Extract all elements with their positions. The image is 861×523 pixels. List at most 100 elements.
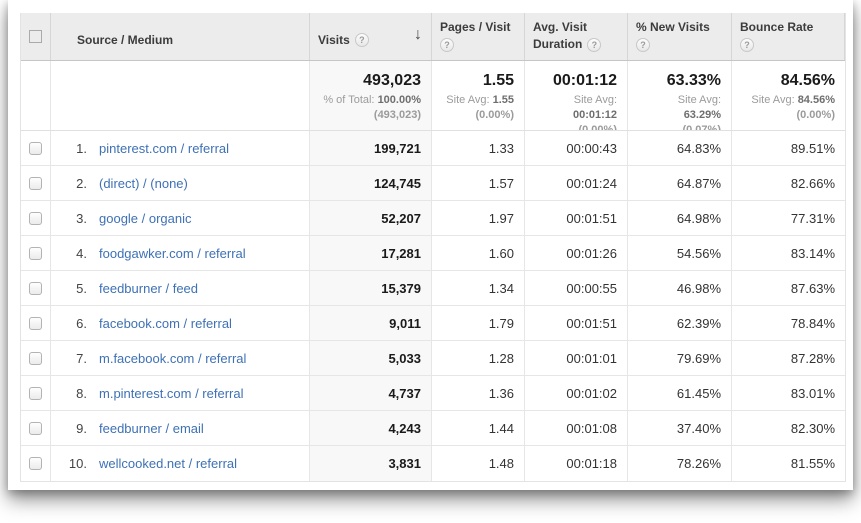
row-checkbox[interactable]: [29, 246, 42, 260]
summary-new-visits-paren: (0.07%): [682, 124, 721, 130]
row-checkbox[interactable]: [29, 211, 42, 225]
summary-bounce-sub-value: 84.56%: [797, 94, 835, 106]
source-medium-link[interactable]: feedburner / feed: [99, 280, 199, 296]
source-cell: 6. facebook.com / referral: [51, 306, 310, 340]
table-row: 1. pinterest.com / referral 199,721 1.33…: [21, 131, 845, 166]
summary-new-visits-value: 63.33%: [666, 72, 721, 89]
bounce-rate-header-label: Bounce Rate: [740, 20, 814, 34]
source-medium-link[interactable]: facebook.com / referral: [99, 315, 232, 331]
pages-visit-cell: 1.44: [432, 411, 525, 445]
help-icon[interactable]: ?: [440, 37, 454, 52]
column-header-bounce-rate[interactable]: Bounce Rate ?: [732, 13, 845, 60]
column-header-visits[interactable]: Visits ? ↓: [310, 13, 432, 60]
source-cell: 10. wellcooked.net / referral: [51, 446, 310, 481]
source-cell: 7. m.facebook.com / referral: [51, 341, 310, 375]
new-visits-header-label: % New Visits: [636, 20, 710, 34]
bounce-rate-cell: 83.14%: [790, 245, 835, 261]
row-checkbox-cell: [21, 131, 51, 165]
new-visits-cell: 79.69%: [628, 341, 732, 375]
source-medium-link[interactable]: m.facebook.com / referral: [99, 350, 247, 366]
row-checkbox[interactable]: [29, 457, 42, 470]
avg-visit-duration-cell: 00:01:51: [525, 201, 628, 235]
source-medium-link[interactable]: m.pinterest.com / referral: [99, 385, 244, 401]
column-header-pages-visit[interactable]: Pages / Visit ?: [432, 13, 525, 60]
row-checkbox[interactable]: [29, 421, 42, 435]
row-checkbox-cell: [21, 201, 51, 235]
row-checkbox-cell: [21, 341, 51, 375]
bounce-rate-cell: 82.66%: [790, 175, 835, 191]
summary-pages-sub-value: 1.55: [492, 94, 514, 106]
visits-cell: 124,745: [310, 166, 432, 200]
column-header-new-visits[interactable]: % New Visits ?: [628, 13, 732, 60]
pages-visit-cell: 1.34: [432, 271, 525, 305]
row-checkbox[interactable]: [29, 351, 42, 365]
bounce-rate-cell: 83.01%: [790, 385, 835, 401]
source-medium-link[interactable]: wellcooked.net / referral: [99, 456, 238, 471]
row-checkbox[interactable]: [29, 281, 42, 295]
pages-visit-cell: 1.48: [432, 446, 525, 481]
summary-bounce-paren: (0.00%): [796, 109, 835, 121]
row-number: 7.: [76, 350, 87, 366]
source-cell: 4. foodgawker.com / referral: [51, 236, 310, 270]
pages-visit-header-label: Pages / Visit: [440, 20, 511, 34]
avg-visit-duration-cell: 00:01:08: [525, 411, 628, 445]
table-body: 1. pinterest.com / referral 199,721 1.33…: [21, 131, 845, 481]
help-icon[interactable]: ?: [354, 33, 369, 47]
pages-visit-cell: 1.97: [432, 201, 525, 235]
row-number: 8.: [76, 385, 87, 401]
avg-visit-duration-header-line2: Duration: [533, 37, 583, 51]
source-medium-link[interactable]: pinterest.com / referral: [99, 140, 230, 156]
select-all-checkbox[interactable]: [29, 30, 42, 43]
row-number: 9.: [76, 420, 87, 436]
help-icon[interactable]: ?: [587, 37, 602, 52]
source-medium-link[interactable]: foodgawker.com / referral: [99, 245, 246, 261]
help-icon[interactable]: ?: [636, 37, 650, 52]
visits-cell: 4,737: [310, 376, 432, 410]
new-visits-cell: 54.56%: [628, 236, 732, 270]
visits-cell: 5,033: [310, 341, 432, 375]
summary-visits-cell: 493,023 % of Total: 100.00% (493,023): [310, 61, 432, 130]
avg-visit-duration-cell: 00:01:01: [525, 341, 628, 375]
source-cell: 8. m.pinterest.com / referral: [51, 376, 310, 410]
bounce-rate-cell: 89.51%: [790, 140, 835, 156]
help-icon[interactable]: ?: [740, 37, 754, 52]
visits-value: 4,243: [388, 420, 421, 436]
visits-value: 4,737: [388, 385, 421, 401]
summary-duration-sub-value: 00:01:12: [572, 109, 617, 121]
avg-visit-duration-cell: 00:01:51: [525, 306, 628, 340]
row-checkbox[interactable]: [29, 316, 42, 330]
pages-visit-cell: 1.79: [432, 306, 525, 340]
row-number: 6.: [76, 315, 87, 331]
row-checkbox-cell: [21, 306, 51, 340]
source-cell: 2. (direct) / (none): [51, 166, 310, 200]
source-medium-link[interactable]: feedburner / email: [99, 420, 204, 436]
source-medium-link[interactable]: (direct) / (none): [99, 175, 188, 191]
row-checkbox[interactable]: [29, 386, 42, 400]
summary-bounce-cell: 84.56% Site Avg: 84.56% (0.00%): [732, 61, 845, 130]
table-row: 3. google / organic 52,207 1.97 00:01:51…: [21, 201, 845, 236]
bounce-rate-cell: 82.30%: [790, 420, 835, 436]
bounce-rate-cell: 87.63%: [790, 280, 835, 296]
bounce-rate-cell: 81.55%: [790, 456, 835, 471]
avg-visit-duration-cell: 00:01:26: [525, 236, 628, 270]
visits-value: 15,379: [381, 280, 421, 296]
row-checkbox-cell: [21, 376, 51, 410]
row-checkbox[interactable]: [29, 176, 42, 190]
column-header-avg-visit-duration[interactable]: Avg. Visit Duration?: [525, 13, 628, 60]
summary-new-visits-cell: 63.33% Site Avg: 63.29% (0.07%): [628, 61, 732, 130]
summary-bounce-sub-label: Site Avg:: [751, 94, 795, 106]
summary-pages-cell: 1.55 Site Avg: 1.55 (0.00%): [432, 61, 525, 130]
table-header-row: Source / Medium Visits ? ↓ Pages / Visit…: [21, 13, 845, 61]
visits-cell: 3,831: [310, 446, 432, 481]
table-row: 6. facebook.com / referral 9,011 1.79 00…: [21, 306, 845, 341]
summary-visits-paren: (493,023): [373, 109, 421, 121]
row-checkbox-cell: [21, 411, 51, 445]
bounce-rate-cell: 87.28%: [790, 350, 835, 366]
visits-cell: 15,379: [310, 271, 432, 305]
row-checkbox[interactable]: [29, 141, 42, 155]
avg-visit-duration-cell: 00:01:24: [525, 166, 628, 200]
column-header-source-medium[interactable]: Source / Medium: [51, 13, 310, 60]
table-row: 9. feedburner / email 4,243 1.44 00:01:0…: [21, 411, 845, 446]
source-medium-link[interactable]: google / organic: [99, 210, 192, 226]
pages-visit-cell: 1.60: [432, 236, 525, 270]
